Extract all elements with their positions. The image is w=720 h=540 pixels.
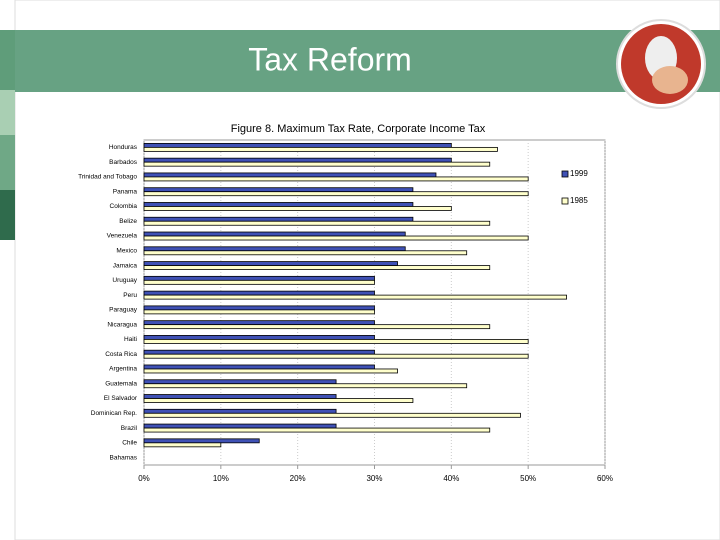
y-tick-label: Brazil: [121, 425, 138, 432]
photo-hand: [652, 66, 688, 94]
bar: [143, 305, 375, 311]
strip-block: [0, 135, 15, 190]
bar: [143, 379, 337, 385]
y-tick-label: Belize: [119, 218, 137, 225]
y-tick-label: Colombia: [110, 203, 138, 210]
title-band: [15, 30, 720, 92]
bar: [143, 261, 398, 266]
y-tick-label: Trinidad and Tobago: [78, 174, 137, 181]
y-tick-label: Uruguay: [112, 277, 137, 284]
bar: [143, 394, 337, 399]
bar: [143, 423, 337, 429]
bar: [143, 368, 398, 374]
strip-block: [0, 190, 15, 240]
chart-title: Figure 8. Maximum Tax Rate, Corporate In…: [231, 123, 486, 135]
y-tick-label: Paraguay: [109, 307, 138, 314]
legend-label: 1999: [570, 169, 588, 178]
bar: [143, 438, 260, 444]
bar: [143, 187, 414, 193]
bar: [143, 353, 529, 359]
bar: [143, 216, 414, 222]
bar: [143, 250, 468, 256]
y-tick-label: Argentina: [109, 366, 137, 373]
y-tick-label: Peru: [123, 292, 137, 299]
x-tick-label: 50%: [520, 474, 536, 483]
bar: [143, 383, 468, 389]
x-tick-label: 0%: [138, 474, 150, 483]
bar: [143, 235, 529, 241]
bar: [143, 309, 375, 315]
y-tick-label: Mexico: [116, 248, 137, 255]
bar: [143, 349, 375, 355]
bar: [143, 408, 337, 414]
strip-block: [0, 30, 15, 90]
bar: [143, 157, 452, 163]
x-tick-label: 60%: [597, 474, 613, 483]
y-tick-label: Barbados: [109, 159, 138, 166]
y-tick-label: Guatemala: [105, 380, 137, 387]
x-tick-label: 10%: [213, 474, 229, 483]
legend-label: 1985: [570, 196, 588, 205]
bar: [143, 335, 375, 340]
y-tick-label: Honduras: [109, 144, 138, 151]
bar: [143, 398, 414, 403]
bar: [143, 279, 375, 285]
y-tick-label: Chile: [122, 440, 137, 447]
y-tick-label: Nicaragua: [107, 321, 137, 328]
bar: [143, 246, 406, 252]
y-tick-label: Dominican Rep.: [91, 410, 137, 417]
x-tick-label: 20%: [290, 474, 306, 483]
x-tick-label: 30%: [366, 474, 382, 483]
bar: [143, 161, 491, 167]
legend-swatch: [561, 170, 569, 178]
slide-title: Tax Reform: [248, 41, 412, 77]
bar: [143, 172, 437, 178]
bar: [143, 146, 498, 152]
bar: [143, 176, 529, 182]
bar: [143, 275, 375, 281]
bar: [143, 202, 414, 207]
y-tick-label: Bahamas: [110, 454, 138, 461]
strip-block: [0, 90, 15, 135]
y-tick-label: Costa Rica: [105, 351, 137, 358]
y-tick-label: El Salvador: [104, 395, 138, 402]
y-tick-label: Panama: [113, 188, 138, 195]
bar: [143, 206, 452, 211]
bar: [143, 290, 375, 296]
bar: [143, 220, 491, 226]
bar: [143, 231, 406, 237]
bar: [143, 191, 529, 197]
bar: [143, 265, 491, 270]
bar: [143, 412, 521, 418]
bar: [143, 364, 375, 370]
x-tick-label: 40%: [443, 474, 459, 483]
bar: [143, 294, 567, 300]
bar: [143, 339, 529, 344]
bar: [143, 324, 491, 330]
y-tick-label: Jamaica: [113, 262, 138, 269]
bar: [143, 320, 375, 326]
y-tick-label: Venezuela: [107, 233, 138, 240]
bar: [143, 442, 222, 448]
legend-swatch: [561, 197, 569, 205]
bar: [143, 142, 452, 148]
y-tick-label: Haiti: [124, 336, 137, 343]
bar: [143, 427, 491, 433]
